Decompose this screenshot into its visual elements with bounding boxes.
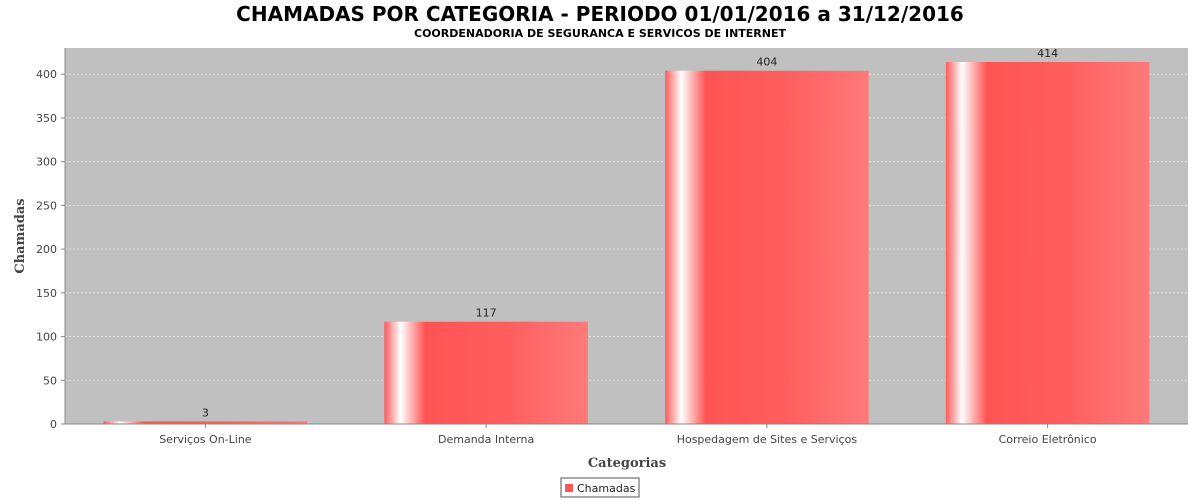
x-axis-ticks: Serviços On-Line Demanda Interna Hospedage…: [159, 424, 1097, 446]
bar-value-label: 414: [1037, 47, 1058, 60]
y-tick-label: 100: [36, 331, 57, 344]
bar-value-label: 404: [756, 56, 777, 69]
x-tick-label: Demanda Interna: [438, 433, 534, 446]
bar: [103, 421, 308, 424]
y-axis-ticks: 0 50 100 150 200 250 300 350 400: [36, 68, 65, 431]
x-tick-label: Hospedagem de Sites e Serviços: [677, 433, 858, 446]
y-tick-label: 250: [36, 199, 57, 212]
grid-lines: [65, 73, 1188, 381]
legend-label: Chamadas: [577, 482, 636, 495]
bar: [665, 70, 869, 424]
legend: Chamadas: [560, 477, 640, 498]
chart-subtitle: COORDENADORIA DE SEGURANCA E SERVICOS DE…: [414, 27, 786, 40]
x-tick-label: Correio Eletrônico: [999, 433, 1097, 446]
y-tick-label: 150: [36, 287, 57, 300]
x-axis-label: Categorias: [588, 456, 666, 471]
y-tick-label: 300: [36, 156, 57, 169]
legend-box: [560, 477, 640, 498]
y-tick-label: 350: [36, 112, 57, 125]
chart-title: CHAMADAS POR CATEGORIA - PERIODO 01/01/2…: [236, 2, 964, 26]
bar-value-label: 3: [202, 406, 209, 419]
bar: [384, 321, 588, 424]
value-labels: 3 117 404 414: [202, 47, 1058, 419]
y-tick-label: 0: [50, 418, 57, 431]
bars: [103, 61, 1150, 425]
x-tick-label: Serviços On-Line: [159, 433, 252, 446]
y-tick-label: 400: [36, 68, 57, 81]
y-axis-label: Chamadas: [13, 198, 28, 273]
bar-value-label: 117: [476, 307, 497, 320]
bar: [945, 61, 1150, 425]
legend-swatch: [565, 484, 573, 492]
y-tick-label: 50: [43, 374, 57, 387]
y-tick-label: 200: [36, 243, 57, 256]
